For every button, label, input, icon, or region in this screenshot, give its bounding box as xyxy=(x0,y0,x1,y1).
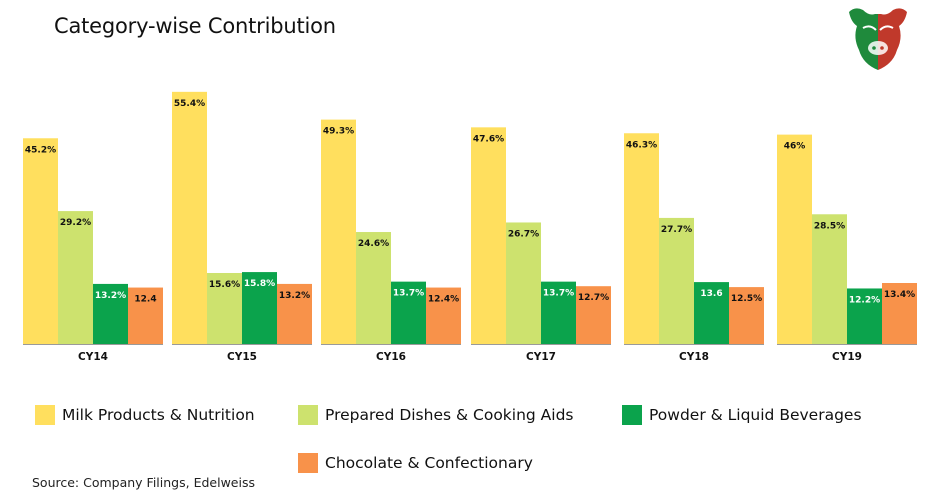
legend-swatch-milk xyxy=(35,405,55,425)
data-label-cy16-series-0: 49.3% xyxy=(323,127,354,137)
legend-item-milk: Milk Products & Nutrition xyxy=(35,405,255,425)
data-label-cy18-series-0: 46.3% xyxy=(626,140,657,150)
data-label-cy15-series-2: 15.8% xyxy=(244,279,275,289)
legend-label-chocolate: Chocolate & Confectionary xyxy=(325,454,533,472)
category-label-cy15: CY15 xyxy=(227,351,257,363)
bar-cy15-series-1 xyxy=(207,272,242,344)
bar-cy17-series-0 xyxy=(471,127,506,345)
bar-cy14-series-2 xyxy=(93,283,128,344)
data-label-cy14-series-0: 45.2% xyxy=(25,145,56,155)
bar-cy18-series-1 xyxy=(659,217,694,344)
bull-bear-logo xyxy=(849,8,907,70)
bar-cy17-series-1 xyxy=(506,222,541,344)
data-label-cy19-series-3: 13.4% xyxy=(884,290,915,300)
bar-cy19-series-3 xyxy=(882,283,917,344)
bar-cy17-series-3 xyxy=(576,286,611,344)
bar-cy14-series-0 xyxy=(23,138,58,344)
data-label-cy17-series-2: 13.7% xyxy=(543,289,574,299)
data-label-cy17-series-1: 26.7% xyxy=(508,229,539,239)
bar-cy15-series-3 xyxy=(277,283,312,344)
bar-cy14-series-3 xyxy=(128,287,163,344)
data-label-cy15-series-3: 13.2% xyxy=(279,291,310,301)
data-label-cy14-series-3: 12.4 xyxy=(134,295,156,305)
legend-swatch-beverages xyxy=(622,405,642,425)
legend-label-beverages: Powder & Liquid Beverages xyxy=(649,406,862,424)
bar-cy16-series-3 xyxy=(426,287,461,344)
bar-cy18-series-0 xyxy=(624,133,659,344)
category-label-cy14: CY14 xyxy=(78,351,108,363)
bar-cy18-series-2 xyxy=(694,282,729,344)
bar-cy19-series-0 xyxy=(777,134,812,344)
data-label-cy14-series-1: 29.2% xyxy=(60,218,91,228)
bar-cy16-series-1 xyxy=(356,232,391,344)
data-label-cy15-series-0: 55.4% xyxy=(174,99,205,109)
legend-label-milk: Milk Products & Nutrition xyxy=(62,406,255,424)
legend-swatch-chocolate xyxy=(298,453,318,473)
data-label-cy16-series-1: 24.6% xyxy=(358,239,389,249)
source-note: Source: Company Filings, Edelweiss xyxy=(32,475,255,490)
legend-item-chocolate: Chocolate & Confectionary xyxy=(298,453,533,473)
category-label-cy16: CY16 xyxy=(376,351,406,363)
bar-cy14-series-1 xyxy=(58,211,93,344)
data-label-cy19-series-2: 12.2% xyxy=(849,295,880,305)
bar-cy16-series-2 xyxy=(391,281,426,344)
data-label-cy18-series-2: 13.6 xyxy=(700,289,722,299)
data-label-cy19-series-0: 46% xyxy=(784,142,806,152)
data-label-cy15-series-1: 15.6% xyxy=(209,280,240,290)
data-label-cy16-series-2: 13.7% xyxy=(393,289,424,299)
category-label-cy19: CY19 xyxy=(832,351,862,363)
legend-label-prepared: Prepared Dishes & Cooking Aids xyxy=(325,406,574,424)
data-label-cy16-series-3: 12.4% xyxy=(428,295,459,305)
category-label-cy17: CY17 xyxy=(526,351,556,363)
bar-cy19-series-2 xyxy=(847,288,882,344)
data-label-cy17-series-0: 47.6% xyxy=(473,134,504,144)
bar-cy19-series-1 xyxy=(812,214,847,344)
data-label-cy14-series-2: 13.2% xyxy=(95,291,126,301)
bar-cy17-series-2 xyxy=(541,281,576,344)
legend-item-beverages: Powder & Liquid Beverages xyxy=(622,405,862,425)
data-label-cy18-series-3: 12.5% xyxy=(731,294,762,304)
bar-cy16-series-0 xyxy=(321,119,356,344)
bar-cy18-series-3 xyxy=(729,287,764,344)
bar-cy15-series-2 xyxy=(242,272,277,344)
data-label-cy17-series-3: 12.7% xyxy=(578,293,609,303)
data-label-cy18-series-1: 27.7% xyxy=(661,225,692,235)
legend-item-prepared: Prepared Dishes & Cooking Aids xyxy=(298,405,574,425)
bar-cy15-series-0 xyxy=(172,91,207,345)
category-label-cy18: CY18 xyxy=(679,351,709,363)
legend-swatch-prepared xyxy=(298,405,318,425)
data-label-cy19-series-1: 28.5% xyxy=(814,221,845,231)
chart-title: Category-wise Contribution xyxy=(54,14,336,38)
